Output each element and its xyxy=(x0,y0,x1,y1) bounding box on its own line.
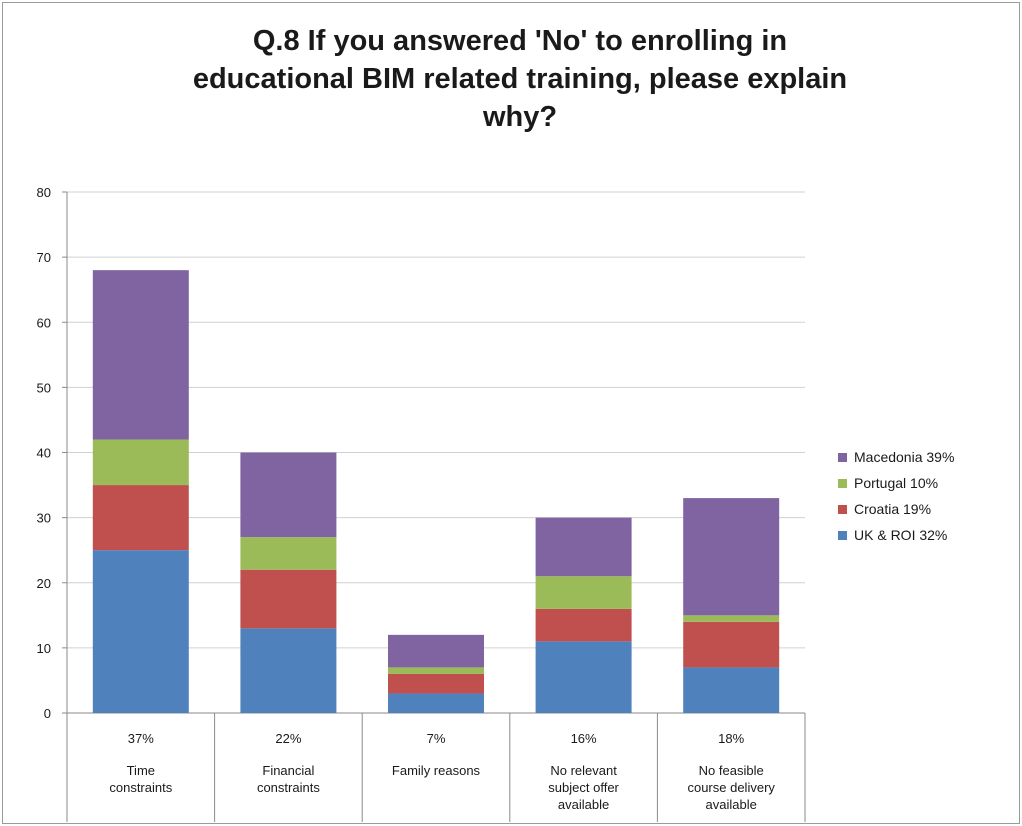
bar-segment xyxy=(535,576,632,609)
x-tick-label: constraints xyxy=(257,780,320,795)
bar-segment xyxy=(388,667,484,674)
category-percent-label: 18% xyxy=(718,731,744,746)
legend-swatch xyxy=(838,530,847,540)
legend-label: UK & ROI 32% xyxy=(854,527,948,543)
bar-segment xyxy=(240,452,337,538)
legend-swatch xyxy=(838,478,847,488)
category-percent-label: 37% xyxy=(128,731,154,746)
bar-segment xyxy=(388,634,484,668)
x-tick-label: No feasible xyxy=(699,763,764,778)
bar-segment xyxy=(92,550,189,713)
x-tick-label: available xyxy=(558,797,609,812)
legend-label: Portugal 10% xyxy=(854,475,939,491)
legend-item: UK & ROI 32% xyxy=(838,522,1008,548)
chart-title-line: why? xyxy=(482,101,558,133)
legend-item: Portugal 10% xyxy=(838,470,1008,496)
y-tick-label: 0 xyxy=(44,706,51,721)
y-tick-label: 80 xyxy=(37,185,51,200)
legend-swatch xyxy=(838,504,847,514)
x-tick-label: Financial xyxy=(262,763,314,778)
x-tick-label: course delivery xyxy=(687,780,775,795)
chart-title-line: educational BIM related training, please… xyxy=(192,63,848,95)
bar-segment xyxy=(92,270,189,440)
legend-item: Macedonia 39% xyxy=(838,444,1008,470)
bar-segment xyxy=(388,673,484,694)
bar-segment xyxy=(535,641,632,713)
bar-segment xyxy=(240,628,337,713)
x-tick-label: Family reasons xyxy=(392,763,481,778)
bar-segment xyxy=(683,615,780,622)
bar-segment xyxy=(92,439,189,486)
y-tick-label: 30 xyxy=(37,511,51,526)
bar-segment xyxy=(240,569,337,629)
legend-label: Croatia 19% xyxy=(854,501,932,517)
category-percent-label: 7% xyxy=(427,731,446,746)
y-tick-label: 40 xyxy=(37,446,51,461)
chart-title-line: Q.8 If you answered 'No' to enrolling in xyxy=(252,25,788,57)
x-tick-label: constraints xyxy=(109,780,172,795)
x-tick-label: No relevant xyxy=(550,763,617,778)
y-tick-label: 70 xyxy=(37,250,51,265)
chart-title: Q.8 If you answered 'No' to enrolling in… xyxy=(120,22,920,136)
y-tick-label: 50 xyxy=(37,380,51,395)
y-tick-label: 60 xyxy=(37,315,51,330)
x-tick-label: subject offer xyxy=(548,780,619,795)
bar-segment xyxy=(535,608,632,642)
category-percent-label: 22% xyxy=(275,731,301,746)
bar-segment xyxy=(92,485,189,551)
bar-segment xyxy=(683,667,780,713)
bar-segment xyxy=(240,537,337,570)
y-tick-label: 10 xyxy=(37,641,51,656)
x-tick-label: Time xyxy=(127,763,155,778)
bar-segment xyxy=(388,693,484,713)
legend-label: Macedonia 39% xyxy=(854,449,955,465)
bar-segment xyxy=(683,621,780,668)
legend-swatch xyxy=(838,452,847,462)
legend: Macedonia 39% Portugal 10% Croatia 19% U… xyxy=(838,444,1008,548)
category-percent-label: 16% xyxy=(571,731,597,746)
y-tick-label: 20 xyxy=(37,576,51,591)
bar-segment xyxy=(535,517,632,577)
legend-item: Croatia 19% xyxy=(838,496,1008,522)
x-tick-label: available xyxy=(706,797,757,812)
bar-segment xyxy=(683,498,780,616)
